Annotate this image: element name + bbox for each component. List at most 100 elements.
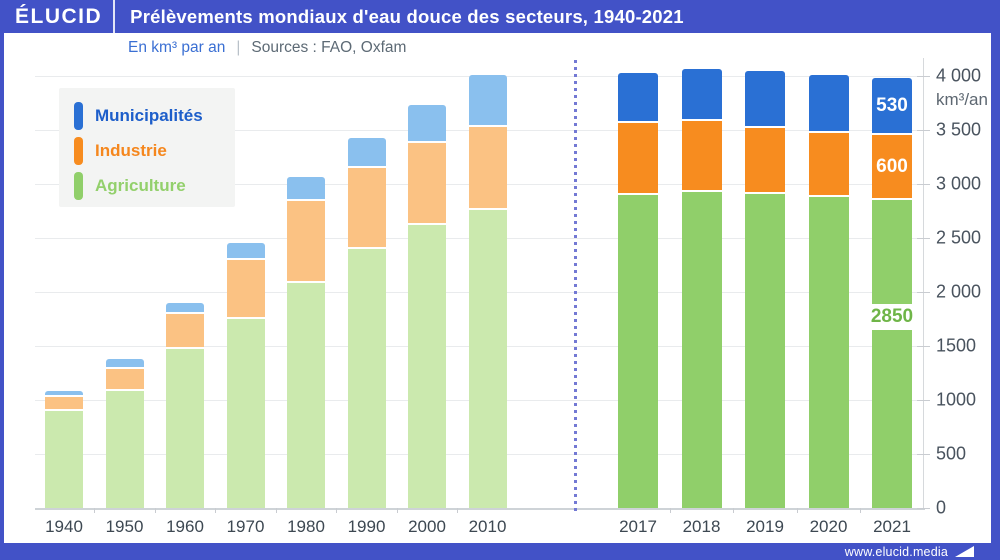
segment-agriculture-2017 (618, 194, 658, 508)
bar-1950 (105, 358, 144, 508)
legend-item-industrie: Industrie (74, 137, 235, 165)
x-axis-label-2019: 2019 (746, 517, 784, 536)
elucid-arrow-icon (955, 546, 974, 557)
legend-label-municipalites: Municipalités (95, 106, 203, 125)
segment-municipalites-2020 (808, 74, 849, 133)
segment-agriculture-2010 (468, 209, 507, 508)
y-axis-tick (917, 508, 930, 509)
legend-item-municipalites: Municipalités (74, 102, 235, 130)
y-axis-unit-label: km³/an (936, 90, 988, 109)
value-label-municipalites-2021: 530 (876, 94, 908, 116)
segment-industrie-1980 (287, 201, 325, 284)
bar-2000 (408, 105, 446, 508)
x-axis-tick (396, 508, 398, 513)
y-axis-tick (917, 238, 930, 239)
segment-industrie-2017 (618, 122, 658, 195)
y-axis-tick (917, 400, 930, 401)
footer-url: www.elucid.media (844, 544, 948, 559)
x-axis-label-2021: 2021 (873, 517, 911, 536)
y-axis-label: 2 000 (936, 281, 982, 302)
chart-legend: Municipalités Industrie Agriculture (59, 88, 235, 207)
x-axis-label-1980: 1980 (287, 517, 325, 536)
segment-municipalites-1970 (226, 243, 265, 260)
segment-municipalites-2017 (618, 72, 658, 123)
x-axis-tick (796, 508, 798, 513)
x-axis-label-2000: 2000 (408, 517, 446, 536)
segment-municipalites-1950 (105, 358, 144, 369)
value-label-industrie-2021: 600 (876, 155, 908, 177)
segment-agriculture-2021: 2850 (868, 200, 916, 508)
subtitle-row: En km³ par an | Sources : FAO, Oxfam (0, 33, 406, 62)
y-axis-tick (917, 184, 930, 185)
segment-municipalites-2021: 530 (872, 78, 912, 136)
x-axis-label-1970: 1970 (226, 517, 265, 536)
bar-1990 (347, 137, 386, 508)
legend-label-industrie: Industrie (95, 141, 167, 160)
logo-divider (113, 0, 116, 33)
y-axis-label: 4 000 (936, 65, 982, 86)
x-axis-tick (154, 508, 156, 513)
x-axis-tick (336, 508, 338, 513)
segment-agriculture-1970 (226, 318, 265, 508)
y-axis-line (923, 58, 924, 508)
header-bar: ÉLUCID Prélèvements mondiaux d'eau douce… (0, 0, 1000, 33)
segment-industrie-2000 (408, 142, 446, 226)
y-axis-label: 3 500 (936, 119, 982, 140)
segment-agriculture-2018 (681, 191, 722, 508)
segment-industrie-2020 (808, 132, 849, 198)
legend-label-agriculture: Agriculture (95, 176, 186, 195)
x-axis-label-2010: 2010 (468, 517, 507, 536)
right-frame-border (991, 33, 1000, 543)
footer-bar: www.elucid.media (0, 543, 1000, 560)
value-label-agriculture-2021: 2850 (868, 303, 916, 330)
legend-item-agriculture: Agriculture (74, 172, 235, 200)
segment-industrie-1990 (347, 167, 386, 249)
x-axis-tick (457, 508, 459, 513)
y-axis-tick (917, 130, 930, 131)
bar-1960 (166, 302, 204, 508)
segment-industrie-2010 (468, 126, 507, 210)
segment-agriculture-1990 (347, 248, 386, 508)
segment-agriculture-2019 (745, 194, 785, 508)
y-axis-tick (917, 346, 930, 347)
x-axis-tick (94, 508, 96, 513)
y-axis-tick (917, 76, 930, 77)
segment-industrie-1950 (105, 368, 144, 392)
y-axis-label: 500 (936, 443, 967, 464)
x-axis-label-1950: 1950 (105, 517, 144, 536)
x-axis-label-1990: 1990 (347, 517, 386, 536)
segment-agriculture-2020 (808, 197, 849, 508)
x-axis-line (35, 508, 925, 510)
x-axis-tick (669, 508, 671, 513)
segment-municipalites-2010 (468, 74, 507, 127)
y-axis-tick (917, 454, 930, 455)
bar-1970 (226, 243, 265, 508)
y-axis-label: 1500 (936, 335, 977, 356)
segment-municipalites-1980 (287, 176, 325, 202)
segment-municipalites-1960 (166, 302, 204, 314)
segment-agriculture-1960 (166, 349, 204, 508)
x-axis-tick (275, 508, 277, 513)
segment-municipalites-1940 (45, 390, 83, 397)
segment-agriculture-1940 (45, 410, 83, 508)
bar-2020 (808, 74, 849, 508)
left-frame-border (0, 33, 4, 543)
x-axis-label-1940: 1940 (45, 517, 83, 536)
bar-2019 (745, 71, 785, 508)
y-axis-tick (917, 292, 930, 293)
segment-industrie-1960 (166, 313, 204, 350)
x-axis-tick (215, 508, 217, 513)
segment-agriculture-1980 (287, 283, 325, 508)
bar-2010 (468, 74, 507, 508)
legend-swatch-agriculture (74, 172, 83, 200)
bar-2017 (618, 72, 658, 508)
segment-municipalites-1990 (347, 137, 386, 168)
y-axis-label: 0 (936, 497, 947, 518)
segment-industrie-2019 (745, 128, 785, 195)
elucid-logo: ÉLUCID (15, 4, 103, 28)
bar-1940 (45, 390, 83, 508)
bar-2018 (681, 68, 722, 508)
legend-swatch-municipalites (74, 102, 83, 130)
segment-agriculture-1950 (105, 391, 144, 508)
